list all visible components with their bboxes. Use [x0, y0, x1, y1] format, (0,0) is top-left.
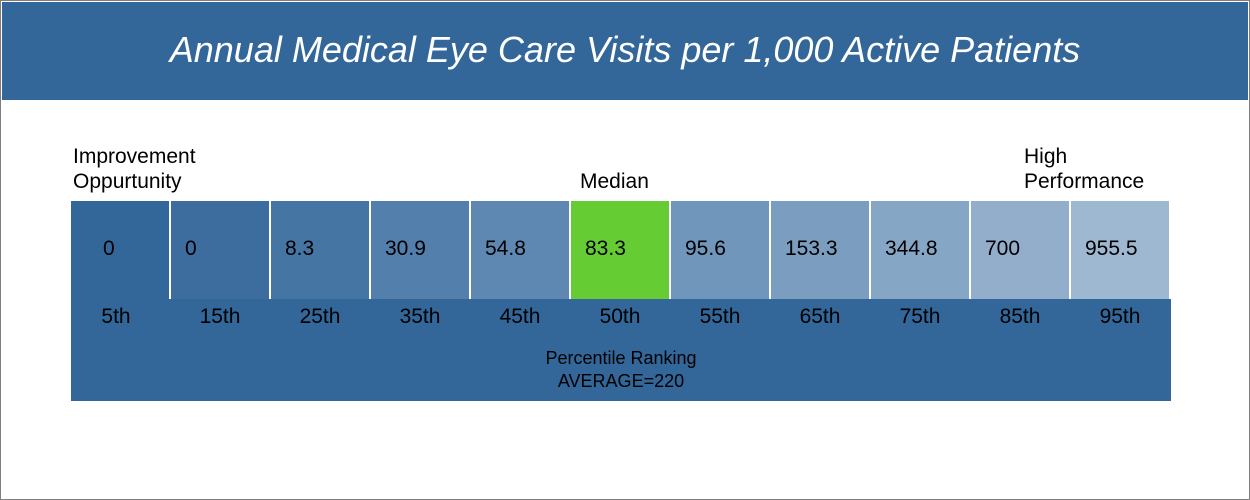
percentile-tick-label: 25th: [299, 305, 341, 328]
high-label-line-1: High: [1024, 145, 1068, 168]
median-label: Median: [580, 170, 649, 193]
percentile-value-cell: 8.3: [271, 201, 369, 299]
percentile-tick-label: 55th: [699, 305, 741, 328]
percentile-tick-label: 75th: [899, 305, 941, 328]
percentile-tick-label: 5th: [101, 305, 131, 328]
percentile-tick-label: 85th: [999, 305, 1041, 328]
percentile-value-cell: 153.3: [771, 201, 869, 299]
percentile-value-cell: 30.9: [371, 201, 469, 299]
percentile-value-cell: 95.6: [671, 201, 769, 299]
improvement-label-line-1: Improvement: [73, 145, 196, 168]
high-label-line-2: Performance: [1024, 170, 1145, 193]
percentile-value-cell: 54.8: [471, 201, 569, 299]
percentile-tick-label: 35th: [399, 305, 441, 328]
average-label: AVERAGE=220: [557, 371, 685, 391]
percentile-tick-label: 65th: [799, 305, 841, 328]
chart-title: Annual Medical Eye Care Visits per 1,000…: [169, 29, 1081, 70]
title-banner: Annual Medical Eye Care Visits per 1,000…: [2, 2, 1248, 100]
percentile-value-cell: 700: [971, 201, 1069, 299]
percentile-value-cell: 344.8: [871, 201, 969, 299]
percentile-tick-label: 95th: [1099, 305, 1141, 328]
improvement-opportunity-label: Improvement Oppurtunity: [73, 144, 293, 194]
improvement-label-line-2: Oppurtunity: [73, 170, 182, 193]
percentile-value-cell: 0: [171, 201, 269, 299]
percentile-tick-label: 45th: [499, 305, 541, 328]
percentile-value-cell: 0: [71, 201, 169, 299]
percentile-tick-label: 50th: [599, 305, 641, 328]
x-axis-label: Percentile Ranking: [545, 348, 697, 368]
percentile-value-cell: 955.5: [1071, 201, 1169, 299]
high-performance-label: High Performance: [1024, 144, 1224, 194]
percentile-value-cell: 83.3: [571, 201, 669, 299]
percentile-band: [71, 299, 1171, 401]
percentile-tick-label: 15th: [199, 305, 241, 328]
